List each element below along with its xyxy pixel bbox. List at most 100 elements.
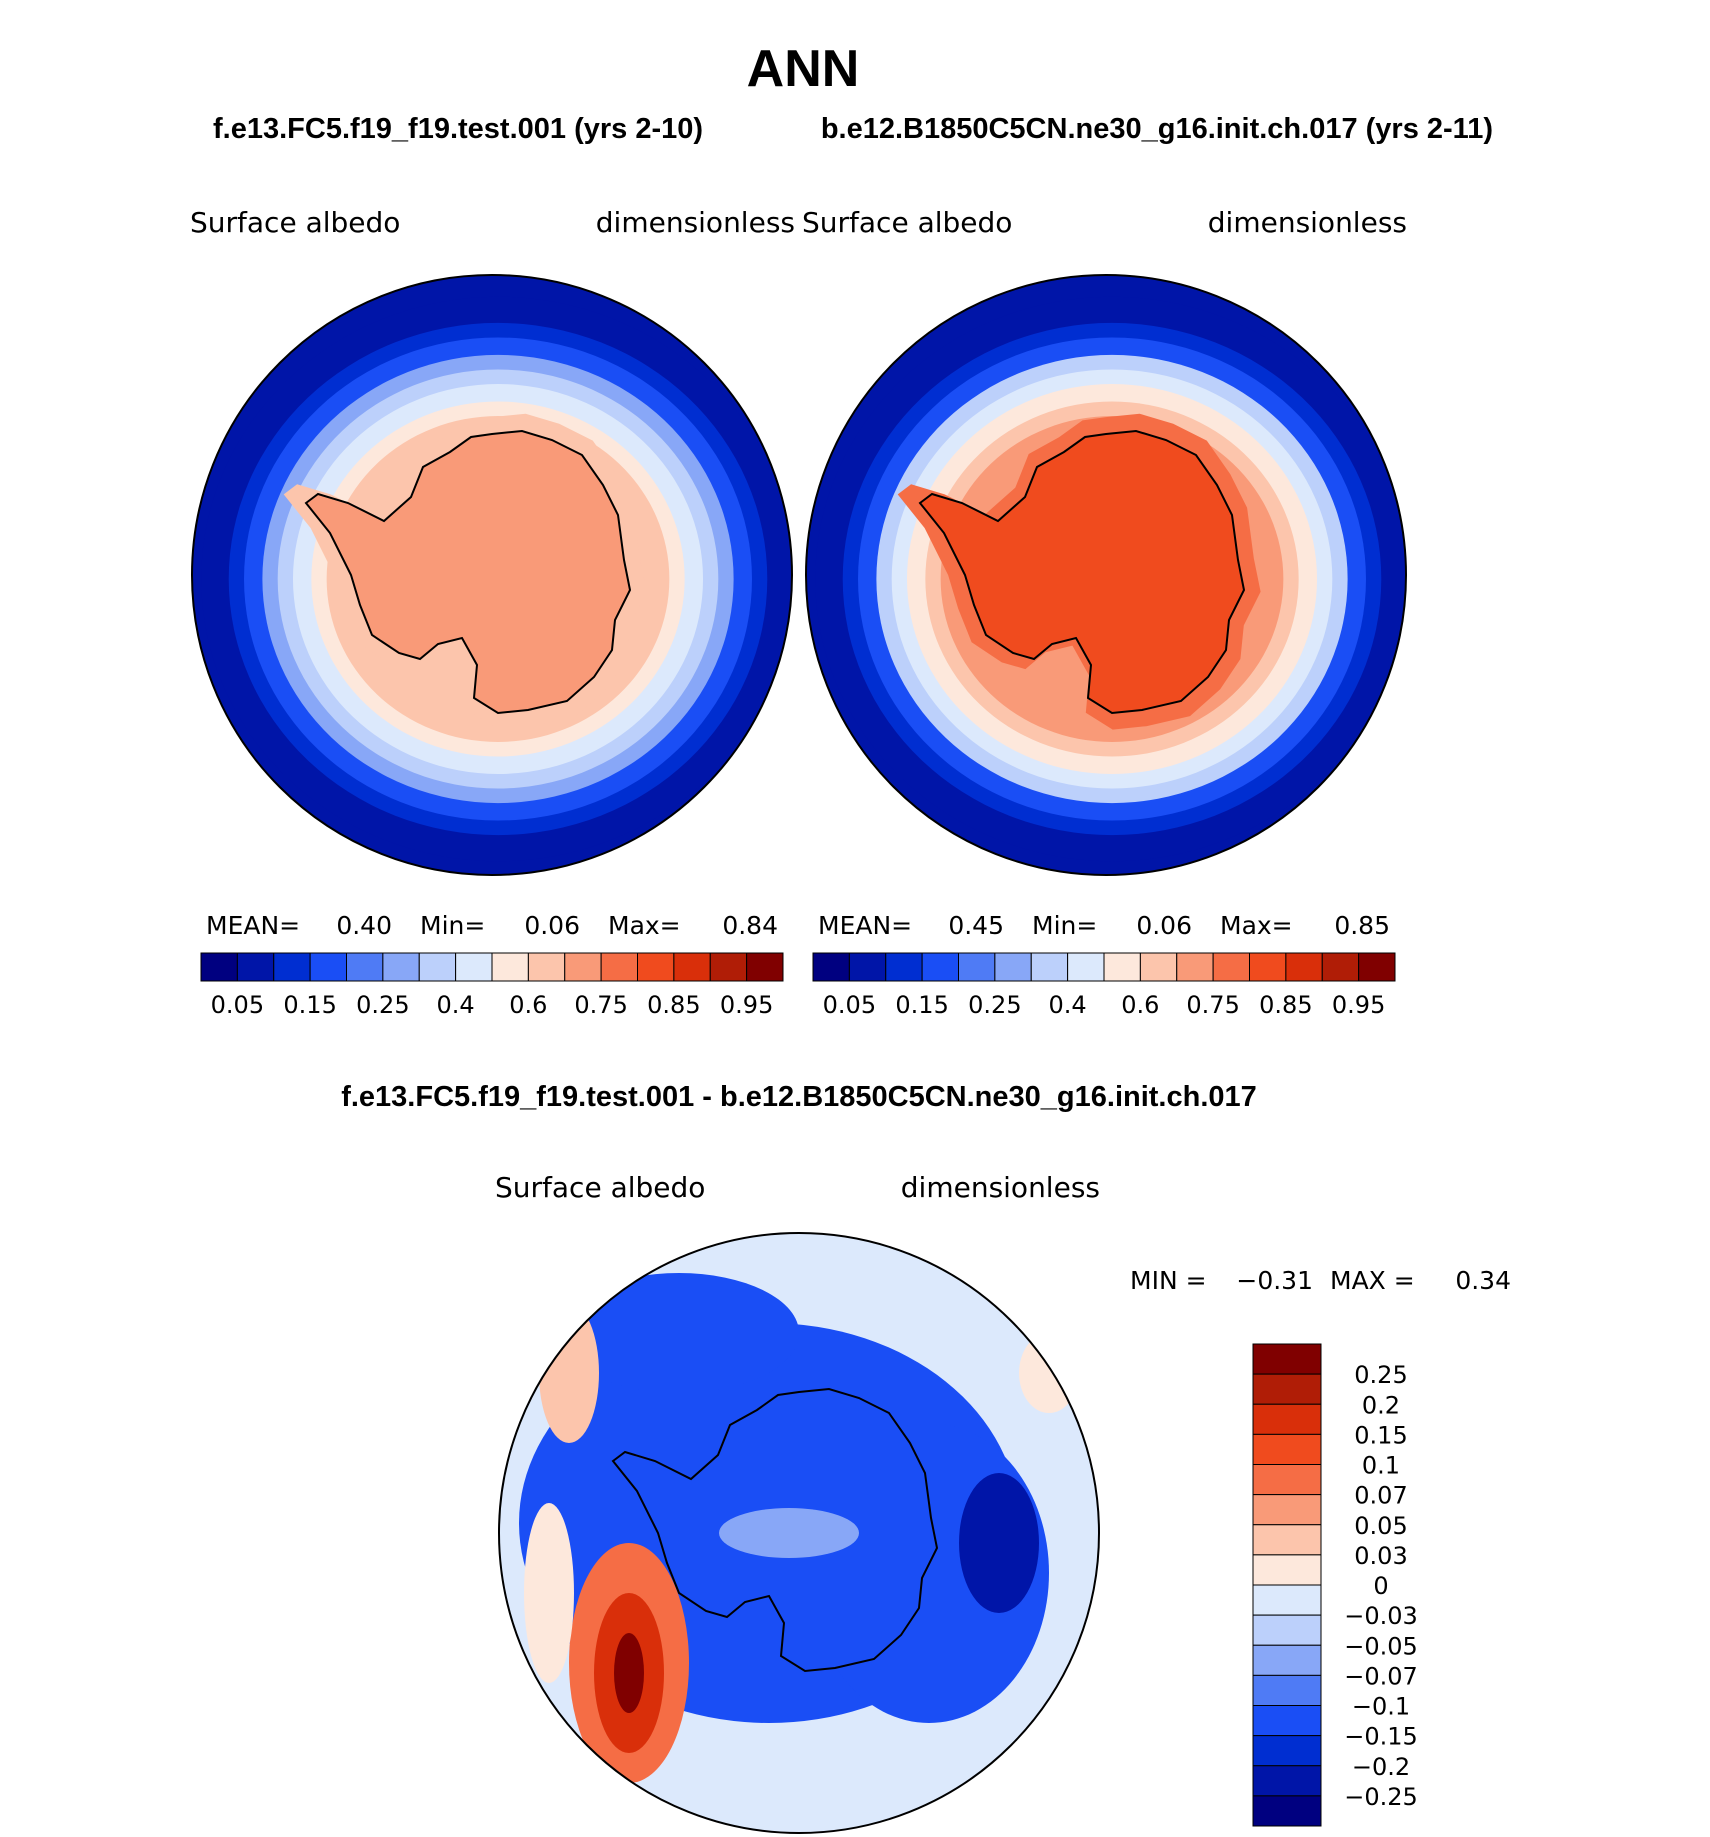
colorbar2-box-5 [994,952,1032,982]
colorbar3-label-9: −0.05 [1344,1632,1418,1660]
panel3-variable-label: Surface albedo [495,1171,705,1204]
map-3-cream-strip [524,1503,574,1683]
colorbar2-box-4 [958,952,996,982]
colorbar1-box-10 [564,952,602,982]
colorbar2-label-2: 0.25 [968,991,1021,1019]
map-3-east-dark [959,1473,1039,1613]
colorbar3-label-10: −0.07 [1344,1662,1418,1690]
colorbar1-box-7 [455,952,493,982]
colorbar3-box-6 [1252,1524,1322,1556]
colorbar2-box-12 [1249,952,1287,982]
map-3-interior-lighter [719,1508,859,1558]
colorbar3-label-6: 0.03 [1354,1542,1407,1570]
colorbar3-box-4 [1252,1464,1322,1496]
panel2-colorbar: 0.05 0.15 0.25 0.4 0.6 0.75 0.85 0.95 [812,952,1396,1019]
colorbar1-box-11 [600,952,638,982]
colorbar3-label-4: 0.07 [1354,1482,1407,1510]
panel-difference: Surface albedo dimensionless MIN = −0.31… [495,1171,1511,1834]
panel1-max-label: Max= [608,911,681,940]
colorbar3-label-13: −0.2 [1352,1753,1410,1781]
panel1-colorbar: 0.05 0.15 0.25 0.4 0.6 0.75 0.85 0.95 [200,952,784,1019]
panel2-min-label: Min= [1032,911,1097,940]
panel3-max-label: MAX = [1330,1266,1415,1295]
colorbar3-label-3: 0.1 [1362,1452,1400,1480]
map-3-pink-strip [539,1303,599,1443]
panel3-map-border [498,1232,1100,1834]
colorbar3-label-8: −0.03 [1344,1602,1418,1630]
map-3-cream-ne [1019,1333,1079,1413]
colorbar1-label-2: 0.25 [356,991,409,1019]
colorbar1-box-14 [709,952,748,982]
map-2-antarctica [918,429,1246,715]
panel-case2: Surface albedo dimensionless MEAN= 0.45 … [802,206,1407,1019]
colorbar2-box-11 [1212,952,1250,982]
panel1-min-label: Min= [420,911,485,940]
colorbar2-box-10 [1176,952,1214,982]
colorbar1-label-4: 0.6 [509,991,547,1019]
colorbar2-label-4: 0.6 [1121,991,1159,1019]
colorbar1-box-9 [527,952,566,982]
colorbar2-box-1 [848,952,887,982]
colorbar3-box-7 [1252,1554,1322,1586]
panel3-units-label: dimensionless [901,1171,1100,1204]
panel1-map [192,275,792,875]
colorbar1-box-12 [637,952,675,982]
panel1-max-value: 0.84 [722,911,778,940]
colorbar1-box-3 [309,952,347,982]
colorbar2-label-7: 0.95 [1332,991,1385,1019]
colorbar2-box-6 [1030,952,1069,982]
colorbar2-box-2 [885,952,923,982]
colorbar3-label-0: 0.25 [1354,1361,1407,1389]
panel2-min-value: 0.06 [1136,911,1192,940]
colorbar3-box-1 [1252,1373,1322,1405]
colorbar1-box-8 [491,952,529,982]
colorbar2-box-9 [1139,952,1178,982]
colorbar3-label-2: 0.15 [1354,1421,1407,1449]
colorbar1-label-0: 0.05 [211,991,264,1019]
colorbar3-box-10 [1252,1644,1322,1676]
map-3-red-max [614,1633,644,1713]
colorbar3-box-8 [1252,1584,1322,1616]
diff-title: f.e13.FC5.f19_f19.test.001 - b.e12.B1850… [341,1081,1257,1113]
colorbar1-label-1: 0.15 [283,991,336,1019]
colorbar2-box-7 [1067,952,1105,982]
colorbar3-label-14: −0.25 [1344,1783,1418,1811]
panel2-variable-label: Surface albedo [802,206,1012,239]
colorbar3-box-2 [1252,1403,1322,1435]
colorbar1-box-6 [418,952,457,982]
panel1-units-label: dimensionless [596,206,795,239]
colorbar1-label-7: 0.95 [720,991,773,1019]
panel3-colorbar: 0.250.20.150.10.070.050.030−0.03−0.05−0.… [1252,1343,1418,1827]
colorbar2-box-13 [1285,952,1323,982]
colorbar2-label-1: 0.15 [895,991,948,1019]
colorbar2-box-15 [1358,952,1396,982]
panel1-variable-label: Surface albedo [190,206,400,239]
panel2-max-label: Max= [1220,911,1293,940]
colorbar1-box-15 [746,952,784,982]
colorbar3-box-9 [1252,1614,1322,1646]
colorbar3-box-12 [1252,1705,1322,1737]
panel2-units-label: dimensionless [1208,206,1407,239]
colorbar2-label-5: 0.75 [1186,991,1239,1019]
colorbar3-label-5: 0.05 [1354,1512,1407,1540]
panel1-mean-label: MEAN= [206,911,300,940]
panel3-max-value: 0.34 [1455,1266,1511,1295]
map-3-north-blue [559,1273,799,1393]
panel2-map-border [805,274,1407,876]
colorbar2-label-0: 0.05 [823,991,876,1019]
panel1-min-value: 0.06 [524,911,580,940]
colorbar3-label-7: 0 [1373,1572,1388,1600]
colorbar3-box-14 [1252,1765,1322,1797]
colorbar1-label-6: 0.85 [647,991,700,1019]
colorbar1-box-4 [346,952,384,982]
colorbar3-box-15 [1252,1795,1322,1827]
colorbar3-box-0 [1252,1343,1322,1375]
colorbar1-box-1 [236,952,275,982]
colorbar3-box-11 [1252,1674,1322,1706]
colorbar2-box-8 [1103,952,1141,982]
colorbar2-box-14 [1321,952,1360,982]
panel1-mean-value: 0.40 [336,911,392,940]
colorbar3-label-12: −0.15 [1344,1723,1418,1751]
colorbar1-box-2 [273,952,311,982]
